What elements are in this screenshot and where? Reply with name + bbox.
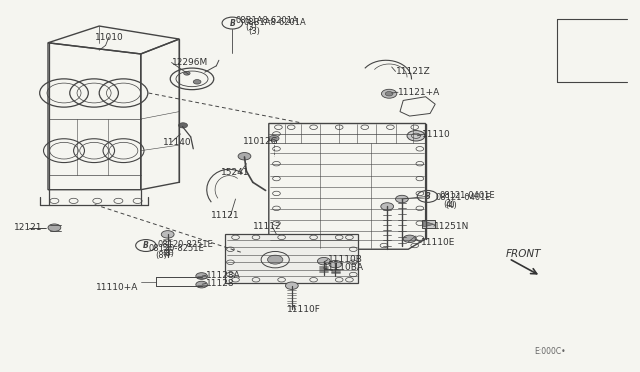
- Text: B: B: [229, 19, 236, 28]
- Text: (8): (8): [162, 249, 174, 258]
- Text: 11110E: 11110E: [421, 238, 456, 247]
- Text: 11121+A: 11121+A: [398, 88, 440, 97]
- Circle shape: [317, 257, 330, 265]
- Text: B: B: [143, 241, 149, 250]
- Circle shape: [381, 203, 394, 210]
- Circle shape: [196, 273, 207, 279]
- Text: E:000C•: E:000C•: [534, 347, 566, 356]
- Text: 15241: 15241: [221, 169, 250, 177]
- Text: (3): (3): [245, 23, 257, 32]
- Text: 11012G: 11012G: [243, 137, 279, 146]
- Text: 08120-8251E: 08120-8251E: [148, 244, 204, 253]
- Text: 12121: 12121: [14, 223, 43, 232]
- Circle shape: [396, 195, 408, 203]
- Circle shape: [407, 131, 425, 141]
- Text: 08B1A8-6201A: 08B1A8-6201A: [244, 18, 307, 27]
- Text: 11010: 11010: [95, 33, 124, 42]
- Polygon shape: [422, 220, 435, 228]
- Circle shape: [238, 153, 251, 160]
- Text: 11128A: 11128A: [206, 271, 241, 280]
- Circle shape: [268, 255, 283, 264]
- Text: 12296M: 12296M: [172, 58, 208, 67]
- Text: 11110: 11110: [422, 130, 451, 139]
- Polygon shape: [424, 221, 434, 227]
- Text: 11121: 11121: [211, 211, 240, 220]
- Text: 11110B: 11110B: [328, 255, 362, 264]
- Polygon shape: [225, 234, 358, 283]
- Text: (3): (3): [248, 27, 260, 36]
- Circle shape: [179, 123, 188, 128]
- Circle shape: [381, 89, 397, 98]
- Text: 11110+A: 11110+A: [96, 283, 138, 292]
- Circle shape: [196, 281, 207, 288]
- Text: 08121-0401E: 08121-0401E: [435, 193, 491, 202]
- Text: (4): (4): [444, 200, 455, 209]
- Circle shape: [48, 224, 61, 231]
- Circle shape: [161, 231, 174, 238]
- Text: 11140: 11140: [163, 138, 192, 147]
- Circle shape: [385, 92, 393, 96]
- Text: 08B1A8-6201A: 08B1A8-6201A: [236, 16, 298, 25]
- Text: 11128: 11128: [206, 279, 235, 288]
- Text: (4): (4): [445, 201, 457, 210]
- Text: 11251N: 11251N: [434, 222, 469, 231]
- Text: 11112: 11112: [253, 222, 282, 231]
- Circle shape: [403, 235, 416, 243]
- Circle shape: [193, 80, 201, 84]
- Circle shape: [184, 71, 190, 75]
- Text: 11110F: 11110F: [287, 305, 321, 314]
- Text: 11121Z: 11121Z: [396, 67, 430, 76]
- Circle shape: [269, 135, 279, 141]
- Text: B: B: [424, 192, 431, 201]
- Circle shape: [285, 282, 298, 289]
- Text: 08121-0401E: 08121-0401E: [439, 191, 495, 200]
- Text: FRONT: FRONT: [506, 249, 541, 259]
- Text: (8): (8): [156, 251, 168, 260]
- Text: 11110BA: 11110BA: [323, 263, 364, 272]
- Circle shape: [329, 260, 342, 268]
- Text: 08120-8251E: 08120-8251E: [157, 240, 213, 249]
